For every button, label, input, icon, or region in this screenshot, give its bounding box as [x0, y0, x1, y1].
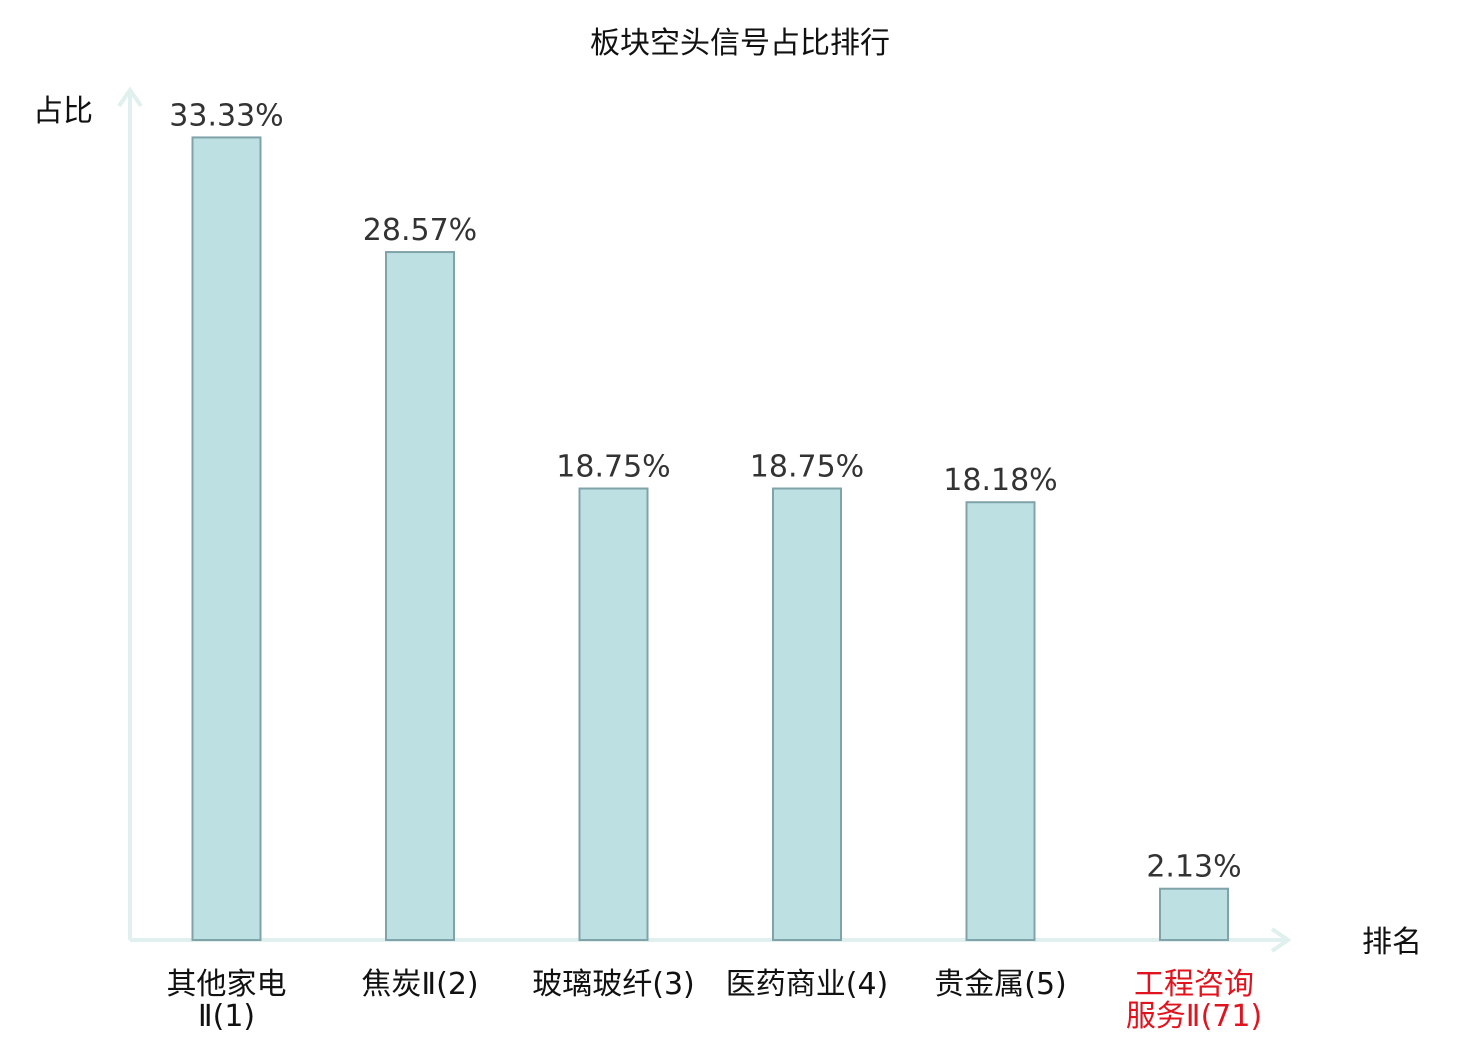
category-label-1-line-2: Ⅱ(1): [198, 999, 255, 1034]
value-label-5: 18.18%: [943, 463, 1057, 498]
bar-1: [191, 136, 262, 941]
category-label-3: 玻璃玻纤(3): [532, 967, 695, 1002]
y-axis-arrow: [117, 86, 143, 108]
value-labels-group: 33.33% 28.57% 18.75% 18.75% 18.18% 2.13%: [169, 98, 1241, 884]
bars-group: [191, 136, 1229, 942]
bar-5: [965, 501, 1036, 941]
value-label-1: 33.33%: [169, 98, 283, 133]
bar-3: [578, 487, 649, 941]
x-axis-label: 排名: [1362, 925, 1422, 960]
y-axis-label: 占比: [33, 94, 93, 129]
category-label-2: 焦炭Ⅱ(2): [361, 967, 478, 1002]
bar-2: [385, 251, 455, 941]
bar-4: [772, 487, 842, 941]
category-label-6-line-2: 服务Ⅱ(71): [1126, 999, 1262, 1034]
category-label-1-line-1: 其他家电: [167, 967, 287, 1002]
value-label-3: 18.75%: [556, 450, 670, 485]
x-axis-arrow: [1270, 927, 1292, 953]
axes: [117, 86, 1292, 953]
category-label-4: 医药商业(4): [726, 967, 889, 1002]
bar-6: [1159, 887, 1229, 942]
category-label-6-line-1: 工程咨询: [1134, 967, 1254, 1002]
value-label-6: 2.13%: [1146, 850, 1241, 885]
value-label-2: 28.57%: [363, 213, 477, 248]
chart-title: 板块空头信号占比排行: [590, 26, 890, 61]
category-label-5: 贵金属(5): [934, 967, 1067, 1002]
value-label-4: 18.75%: [750, 450, 864, 485]
